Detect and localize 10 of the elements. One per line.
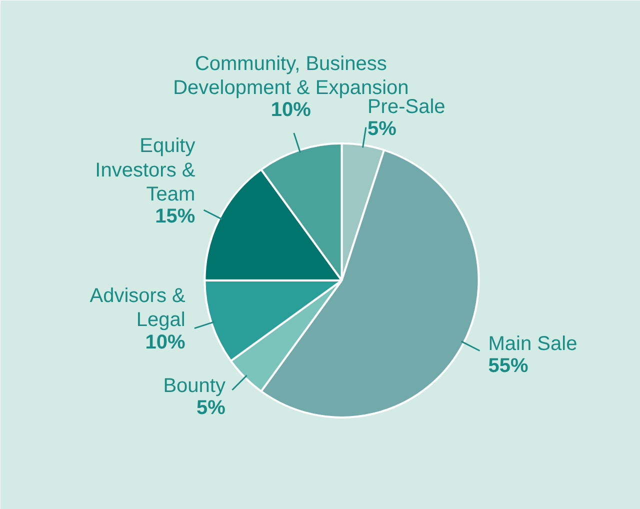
slice-label: Bounty — [163, 374, 226, 397]
data-label: 5% — [367, 118, 397, 140]
slice-label: Main Sale — [488, 333, 578, 356]
data-label: 10% — [270, 99, 312, 122]
slice-label: Equity Investors & Team — [95, 135, 196, 206]
slice-label: Advisors & Legal — [90, 285, 186, 332]
data-label: 15% — [155, 206, 196, 228]
data-label: 55% — [488, 355, 529, 378]
data-label: 5% — [196, 396, 226, 419]
data-label: 10% — [145, 331, 186, 354]
